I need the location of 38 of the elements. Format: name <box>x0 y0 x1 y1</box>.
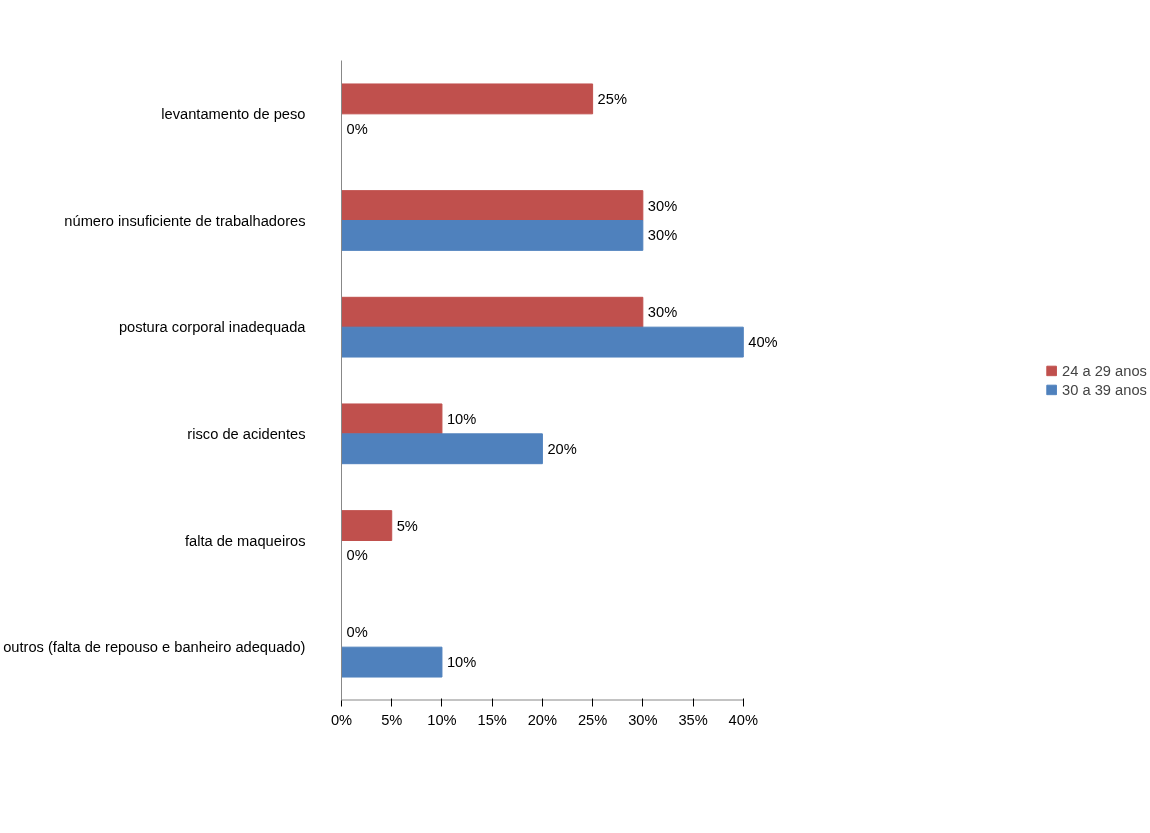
y-tick-label: risco de acidentes <box>187 425 306 442</box>
y-tick-label: postura corporal inadequada <box>118 319 307 336</box>
x-tick-label: 5% <box>381 711 403 728</box>
bar <box>341 296 644 328</box>
y-tick-label: outros (falta de repouso e banheiro adequado) <box>3 639 306 656</box>
data-label: 10% <box>446 410 477 427</box>
x-tick-label: 15% <box>477 711 507 728</box>
data-label: 0% <box>346 120 368 137</box>
x-tick-label: 10% <box>427 711 457 728</box>
bar <box>341 83 594 115</box>
bar <box>341 433 543 465</box>
x-tick-label: 20% <box>527 711 558 728</box>
data-label: 0% <box>346 547 368 564</box>
y-tick-label: levantamento de peso <box>161 105 306 122</box>
legend-label: 24 a 29 anos <box>1062 362 1147 379</box>
bar <box>341 646 443 678</box>
data-label: 40% <box>748 334 778 351</box>
bar <box>341 326 744 358</box>
data-label: 30% <box>647 197 678 214</box>
x-tick-label: 25% <box>577 711 608 728</box>
data-label: 30% <box>647 227 678 244</box>
data-label: 5% <box>396 517 418 534</box>
x-tick-label: 30% <box>628 711 658 728</box>
x-tick-label: 40% <box>728 711 758 728</box>
y-tick-label: falta de maqueiros <box>184 532 306 549</box>
bar <box>341 403 443 435</box>
x-tick-label: 35% <box>678 711 708 728</box>
x-tick-label: 0% <box>330 711 353 728</box>
legend-label: 30 a 39 anos <box>1062 381 1147 398</box>
bar <box>341 220 644 251</box>
data-label: 10% <box>446 654 477 671</box>
data-label: 30% <box>647 304 678 321</box>
data-label: 25% <box>597 90 627 107</box>
data-label: 0% <box>346 624 368 641</box>
bar <box>341 510 393 541</box>
y-tick-label: número insuficiente de trabalhadores <box>64 212 306 229</box>
data-label: 20% <box>547 440 577 457</box>
bar <box>341 190 644 221</box>
